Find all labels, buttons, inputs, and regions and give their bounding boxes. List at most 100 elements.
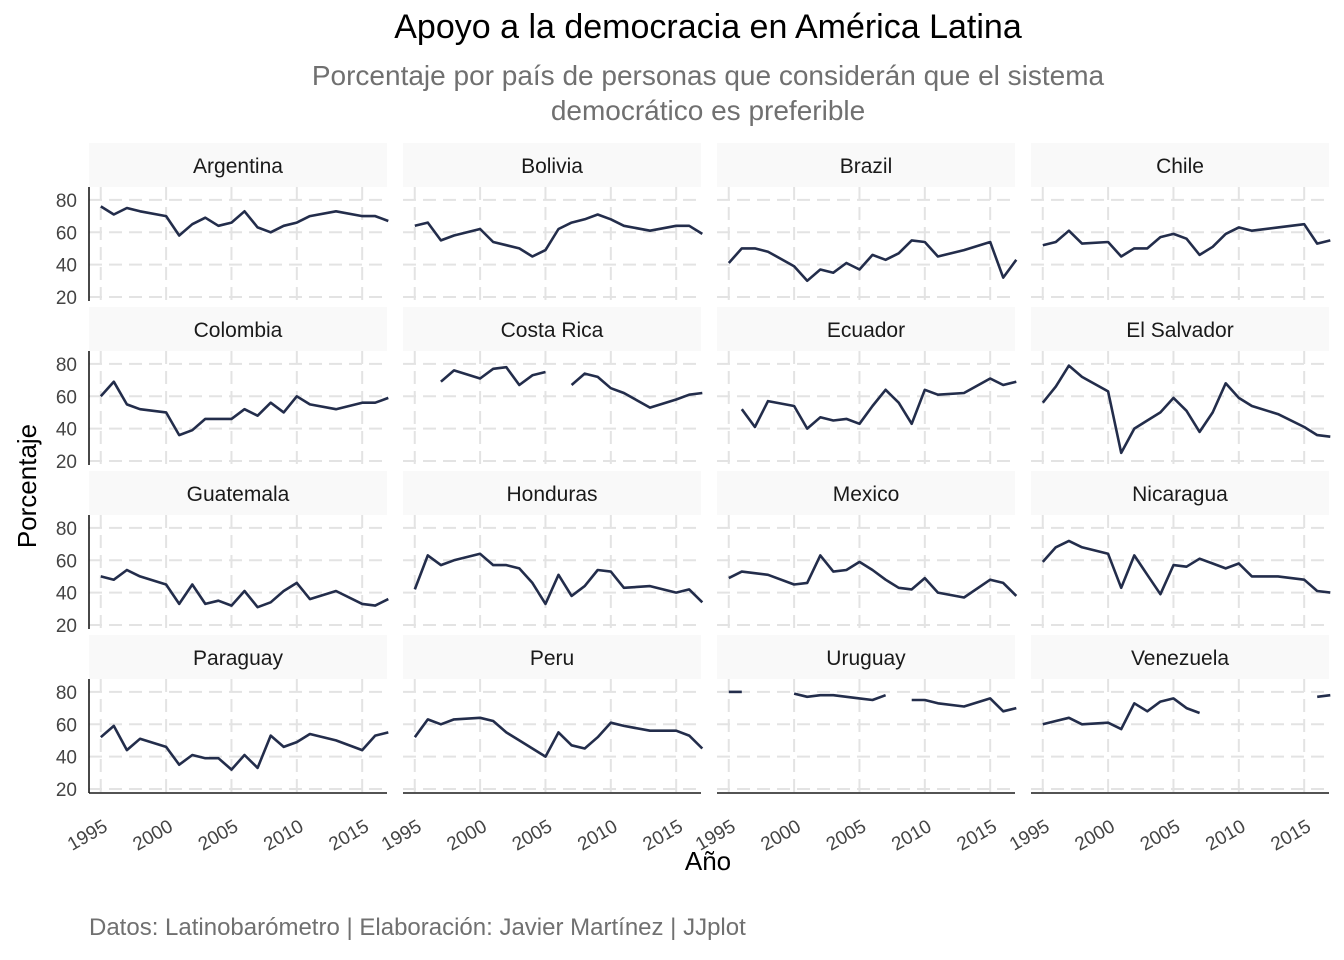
plot-background <box>403 679 701 793</box>
x-tick-label: 2015 <box>1268 816 1315 855</box>
x-axis-title: Año <box>685 846 731 876</box>
plot-background <box>717 187 1015 301</box>
strip-background <box>89 307 387 351</box>
chart-title: Apoyo a la democracia en América Latina <box>394 8 1022 46</box>
x-tick-label: 2005 <box>195 816 242 855</box>
strip-label: Guatemala <box>187 483 290 506</box>
series-line-ecuador <box>740 377 1017 430</box>
y-tick-label: 40 <box>56 748 77 769</box>
strip-label: Colombia <box>194 319 283 342</box>
panel-mexico: Mexico <box>717 471 1018 629</box>
strip-background <box>89 143 387 187</box>
series-line-mexico <box>728 554 1018 599</box>
plot-background <box>1031 515 1329 629</box>
strip-background <box>89 471 387 515</box>
series-line-uruguay <box>793 692 887 702</box>
plot-background <box>89 679 387 793</box>
y-axis-title: Porcentaje <box>12 424 42 548</box>
plot-background <box>717 515 1015 629</box>
x-tick-label: 2010 <box>260 816 307 855</box>
y-tick-label: 60 <box>56 223 77 244</box>
plot-background <box>403 515 701 629</box>
strip-background <box>403 471 701 515</box>
chart-subtitle-line-1: Porcentaje por país de personas que cons… <box>311 60 1105 91</box>
strip-label: Chile <box>1156 155 1204 178</box>
plot-background <box>1031 679 1329 793</box>
y-tick-label: 60 <box>56 551 77 572</box>
chart-subtitle: Porcentaje por país de personas que cons… <box>150 58 1266 128</box>
panel-brazil: Brazil <box>717 143 1018 301</box>
strip-background <box>403 143 701 187</box>
strip-label: Nicaragua <box>1132 483 1228 506</box>
strip-label: Uruguay <box>826 647 906 670</box>
series-line-argentina <box>100 205 389 237</box>
plot-background <box>89 515 387 629</box>
plot-background <box>89 187 387 301</box>
panel-costa-rica: Costa Rica <box>403 307 703 465</box>
x-tick-label: 2010 <box>574 816 621 855</box>
x-tick-label: 2005 <box>823 816 870 855</box>
x-tick-label: 2000 <box>1071 816 1118 855</box>
x-tick-label: 2000 <box>443 816 490 855</box>
panel-guatemala: Guatemala 20 40 60 80 <box>56 471 389 637</box>
x-tick-label: 2015 <box>326 816 373 855</box>
panel-venezuela: Venezuela 1995 2000 2005 2010 2015 <box>1006 635 1331 855</box>
series-line-colombia <box>99 380 389 437</box>
strip-background <box>403 635 701 679</box>
series-line-costa-rica <box>570 372 703 409</box>
panel-el-salvador: El Salvador <box>1031 307 1331 465</box>
series-line-costa-rica <box>440 365 546 387</box>
panel-colombia: Colombia 20 40 60 80 <box>56 307 389 473</box>
series-line-brazil <box>727 239 1018 283</box>
x-tick-label: 2015 <box>640 816 687 855</box>
y-tick-label: 60 <box>56 715 77 736</box>
x-tick-label: 1995 <box>64 816 111 855</box>
series-line-nicaragua <box>1041 539 1331 596</box>
plot-background <box>403 351 701 465</box>
panel-ecuador: Ecuador <box>717 307 1017 465</box>
x-tick-label: 2005 <box>509 816 556 855</box>
plot-background <box>1031 187 1329 301</box>
series-line-bolivia <box>414 213 703 258</box>
x-tick-label: 2015 <box>954 816 1001 855</box>
y-tick-label: 40 <box>56 420 77 441</box>
x-tick-label: 2010 <box>888 816 935 855</box>
strip-label: Ecuador <box>827 319 905 342</box>
strip-background <box>717 143 1015 187</box>
strip-label: Mexico <box>833 483 900 506</box>
strip-label: El Salvador <box>1126 319 1233 342</box>
panel-honduras: Honduras <box>403 471 704 629</box>
y-tick-label: 80 <box>56 683 77 704</box>
plot-background <box>403 187 701 301</box>
strip-label: Bolivia <box>521 155 583 178</box>
y-tick-label: 40 <box>56 584 77 605</box>
x-tick-label: 2010 <box>1202 816 1249 855</box>
chart-caption: Datos: Latinobarómetro | Elaboración: Ja… <box>89 914 746 941</box>
strip-label: Argentina <box>193 155 283 178</box>
strip-background <box>717 471 1015 515</box>
strip-background <box>1031 307 1329 351</box>
strip-background <box>89 635 387 679</box>
panel-nicaragua: Nicaragua <box>1031 471 1331 629</box>
series-line-honduras <box>413 552 704 606</box>
strip-label: Costa Rica <box>501 319 604 342</box>
series-line-el-salvador <box>1041 364 1331 455</box>
chart-subtitle-line-2: democrático es preferible <box>550 95 866 126</box>
strip-label: Paraguay <box>193 647 283 670</box>
series-line-peru <box>413 716 704 758</box>
strip-background <box>717 635 1015 679</box>
x-tick-label: 1995 <box>1006 816 1053 855</box>
plot-background <box>1031 351 1329 465</box>
panel-argentina: Argentina 20 40 60 80 <box>56 143 389 309</box>
series-line-venezuela <box>1317 693 1331 699</box>
x-tick-label: 2000 <box>757 816 804 855</box>
plot-background <box>717 351 1015 465</box>
x-tick-label: 2005 <box>1137 816 1184 855</box>
series-line-paraguay <box>99 724 389 771</box>
strip-label: Honduras <box>506 483 597 506</box>
y-tick-label: 60 <box>56 387 77 408</box>
series-line-chile <box>1042 222 1331 258</box>
strip-background <box>717 307 1015 351</box>
